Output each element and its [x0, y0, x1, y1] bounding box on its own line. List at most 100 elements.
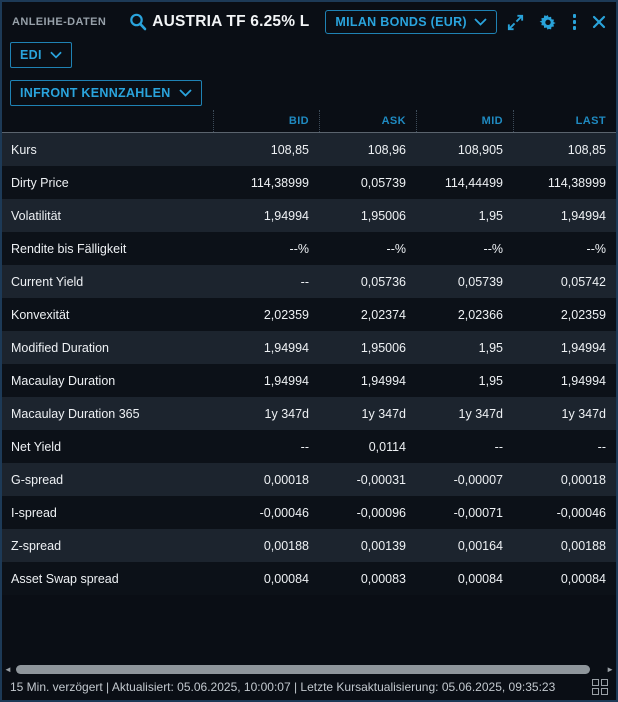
scroll-left-arrow-icon[interactable]: ◄ [4, 664, 12, 674]
close-icon[interactable] [592, 15, 606, 29]
row-value-mid: 114,44499 [444, 175, 503, 190]
row-label: Net Yield [11, 439, 62, 454]
table-row[interactable]: Current Yield -- 0,05736 0,05739 0,05742 [2, 265, 616, 298]
edi-dropdown[interactable]: EDI [10, 42, 72, 68]
row-value-ask: 0,05736 [360, 274, 406, 289]
edi-row: EDI [2, 38, 616, 68]
instrument-search[interactable]: AUSTRIA TF 6.25% L [128, 12, 309, 32]
row-value-last: -- [597, 439, 606, 454]
table-row[interactable]: Konvexität 2,02359 2,02374 2,02366 2,02359 [2, 298, 616, 331]
chevron-down-icon [474, 15, 487, 29]
row-label: Z-spread [11, 538, 62, 553]
status-text: 15 Min. verzögert | Aktualisiert: 05.06.… [10, 680, 556, 694]
status-bar: 15 Min. verzögert | Aktualisiert: 05.06.… [2, 676, 616, 700]
table-row[interactable]: I-spread -0,00046 -0,00096 -0,00071 -0,00046 [2, 496, 616, 529]
row-value-ask: 1,95006 [360, 208, 406, 223]
edi-dropdown-label: EDI [20, 48, 42, 62]
row-value-bid: --% [289, 241, 309, 256]
row-value-mid: 0,00164 [457, 538, 503, 553]
gear-icon[interactable] [539, 13, 557, 31]
row-label: Macaulay Duration 365 [11, 406, 140, 421]
column-header-label [2, 110, 213, 132]
table-row[interactable]: Dirty Price 114,38999 0,05739 114,44499 114,… [2, 166, 616, 199]
layout-grid-icon[interactable] [592, 679, 608, 695]
search-icon [128, 12, 148, 32]
row-label: Current Yield [11, 274, 84, 289]
row-label: I-spread [11, 505, 57, 520]
row-value-ask: 0,0114 [368, 439, 406, 454]
row-value-mid: -0,00007 [453, 472, 503, 487]
row-label: Modified Duration [11, 340, 109, 355]
row-value-last: 114,38999 [547, 175, 606, 190]
row-value-mid: 2,02366 [457, 307, 503, 322]
expand-icon[interactable] [506, 13, 525, 32]
row-value-bid: 2,02359 [263, 307, 309, 322]
row-value-last: 1,94994 [560, 208, 606, 223]
kennzahlen-row: INFRONT KENNZAHLEN [2, 68, 616, 110]
kennzahlen-dropdown[interactable]: INFRONT KENNZAHLEN [10, 80, 202, 106]
feed-selector-dropdown[interactable]: MILAN BONDS (EUR) [325, 10, 497, 34]
row-value-bid: -- [300, 274, 309, 289]
row-value-ask: -0,00031 [356, 472, 406, 487]
row-value-last: 2,02359 [560, 307, 606, 322]
titlebar: ANLEIHE-DATEN AUSTRIA TF 6.25% L MILAN B… [2, 2, 616, 38]
row-value-bid: 0,00018 [263, 472, 309, 487]
table-row[interactable]: Z-spread 0,00188 0,00139 0,00164 0,00188 [2, 529, 616, 562]
table-row[interactable]: Macaulay Duration 1,94994 1,94994 1,95 1,949… [2, 364, 616, 397]
table-row[interactable]: Volatilität 1,94994 1,95006 1,95 1,94994 [2, 199, 616, 232]
row-label: Asset Swap spread [11, 571, 119, 586]
row-value-mid: 1,95 [478, 373, 503, 388]
table-header-row: BID ASK MID LAST [2, 110, 616, 133]
chevron-down-icon [178, 86, 192, 100]
row-label: Macaulay Duration [11, 373, 116, 388]
column-header-last[interactable]: LAST [513, 110, 616, 132]
table-row[interactable]: Asset Swap spread 0,00084 0,00083 0,00084 0,… [2, 562, 616, 595]
feed-selector-label: MILAN BONDS (EUR) [335, 15, 467, 29]
row-value-bid: 114,38999 [250, 175, 309, 190]
empty-area [2, 595, 616, 663]
row-value-bid: 1y 347d [264, 406, 309, 421]
table-row[interactable]: Net Yield -- 0,0114 -- -- [2, 430, 616, 463]
row-value-last: 0,00188 [560, 538, 606, 553]
row-value-mid: 0,05739 [457, 274, 503, 289]
row-value-bid: -0,00046 [259, 505, 309, 520]
row-value-last: 1,94994 [560, 373, 606, 388]
column-header-mid[interactable]: MID [416, 110, 513, 132]
row-value-bid: 0,00188 [263, 538, 309, 553]
kebab-menu-icon[interactable] [571, 12, 579, 32]
column-header-ask[interactable]: ASK [319, 110, 416, 132]
row-value-last: 1,94994 [560, 340, 606, 355]
row-value-mid: --% [483, 241, 503, 256]
row-value-ask: 0,00083 [360, 571, 406, 586]
widget-title: ANLEIHE-DATEN [12, 16, 107, 28]
column-header-bid[interactable]: BID [213, 110, 319, 132]
row-value-bid: 108,85 [270, 142, 309, 157]
chevron-down-icon [50, 48, 62, 62]
kennzahlen-dropdown-label: INFRONT KENNZAHLEN [20, 86, 171, 100]
table-row[interactable]: G-spread 0,00018 -0,00031 -0,00007 0,00018 [2, 463, 616, 496]
table-row[interactable]: Kurs 108,85 108,96 108,905 108,85 [2, 133, 616, 166]
table-body: Kurs 108,85 108,96 108,905 108,85 Dirty Price… [2, 133, 616, 595]
table-row[interactable]: Macaulay Duration 365 1y 347d 1y 347d 1y 34… [2, 397, 616, 430]
row-value-ask: 0,05739 [360, 175, 406, 190]
row-value-ask: --% [386, 241, 406, 256]
row-value-bid: 1,94994 [263, 373, 309, 388]
row-label: Volatilität [11, 208, 62, 223]
horizontal-scrollbar[interactable]: ◄ ► [2, 663, 616, 676]
instrument-title: AUSTRIA TF 6.25% L [152, 13, 310, 30]
row-label: Rendite bis Fälligkeit [11, 241, 127, 256]
row-value-mid: -- [494, 439, 503, 454]
row-label: G-spread [11, 472, 64, 487]
row-value-ask: 2,02374 [360, 307, 406, 322]
table-row[interactable]: Modified Duration 1,94994 1,95006 1,95 1,949… [2, 331, 616, 364]
scroll-right-arrow-icon[interactable]: ► [606, 664, 614, 674]
row-value-last: 0,00084 [560, 571, 606, 586]
row-label: Dirty Price [11, 175, 69, 190]
key-figures-table: BID ASK MID LAST Kurs 108,85 108,96 108,905… [2, 110, 616, 595]
row-value-bid: 1,94994 [263, 340, 309, 355]
row-value-ask: 1,94994 [360, 373, 406, 388]
table-row[interactable]: Rendite bis Fälligkeit --% --% --% --% [2, 232, 616, 265]
scrollbar-track[interactable] [14, 665, 604, 674]
scrollbar-thumb[interactable] [15, 665, 591, 674]
